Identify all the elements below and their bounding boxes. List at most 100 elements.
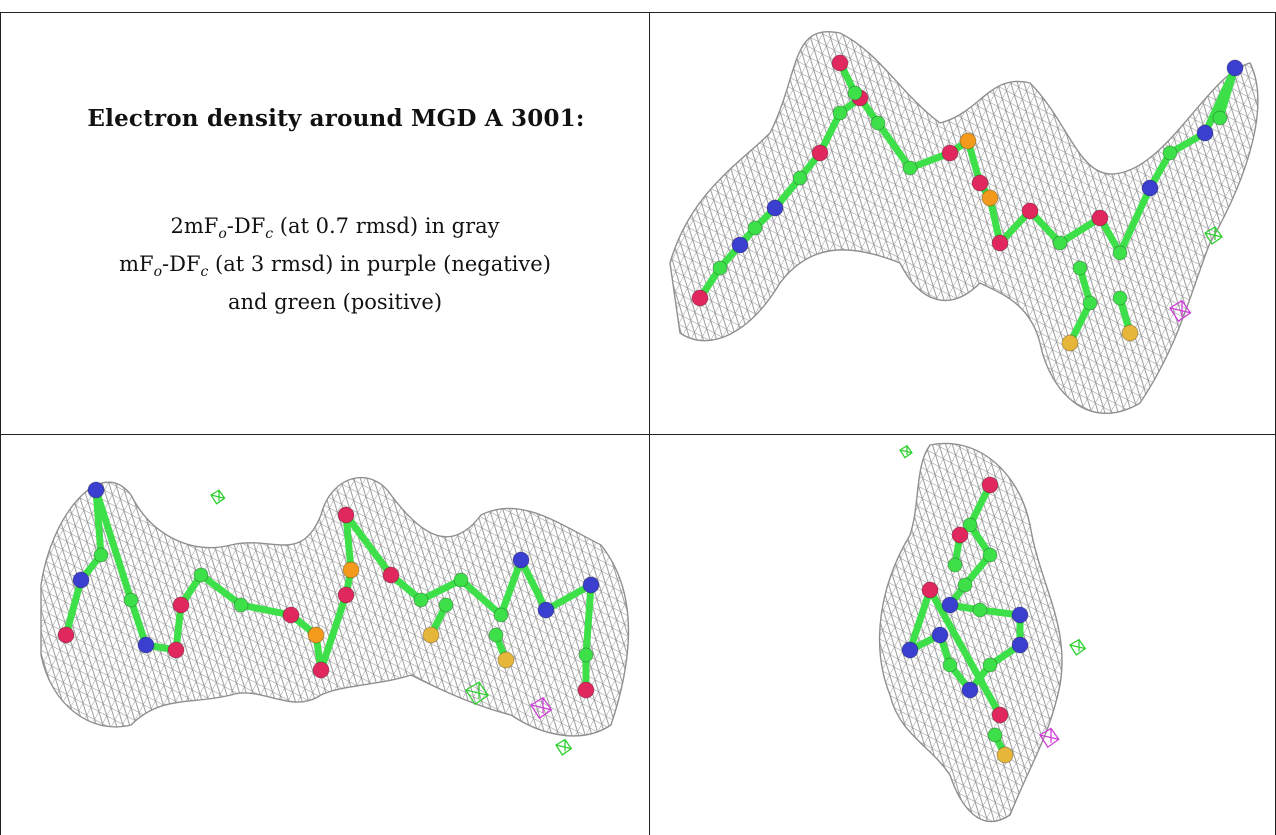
carbon-atom: [1072, 260, 1088, 276]
bond: [926, 586, 1004, 719]
carbon-atom: [847, 85, 863, 101]
bond: [582, 581, 595, 659]
bond: [92, 486, 135, 604]
sulfur-atom: [497, 651, 515, 669]
carbon-atom: [982, 547, 998, 563]
nitrogen-atom: [1141, 179, 1159, 197]
bond: [342, 511, 355, 574]
nitrogen-atom: [1011, 606, 1029, 624]
legend-line-fo-fc: mFo-DFc (at 3 rmsd) in purple (negative): [119, 252, 551, 281]
carbon-atom: [93, 547, 109, 563]
oxygen-atom: [167, 641, 185, 659]
carbon-atom: [712, 260, 728, 276]
nitrogen-atom: [512, 551, 530, 569]
nitrogen-atom: [537, 601, 555, 619]
sulfur-atom: [1061, 334, 1079, 352]
carbon-atom: [832, 105, 848, 121]
carbon-atom: [987, 727, 1003, 743]
oxygen-atom: [811, 144, 829, 162]
carbon-atom: [1112, 245, 1128, 261]
oxygen-atom: [991, 706, 1009, 724]
oxygen-atom: [941, 144, 959, 162]
density-view-top-right: [650, 13, 1275, 434]
bond: [874, 119, 914, 172]
bond: [417, 576, 465, 604]
carbon-atom: [488, 627, 504, 643]
oxygen-atom: [831, 54, 849, 72]
carbon-atom: [957, 577, 973, 593]
oxygen-atom: [172, 596, 190, 614]
oxygen-atom: [921, 581, 939, 599]
negative-density-mesh: [1039, 727, 1060, 749]
oxygen-atom: [691, 289, 709, 307]
sulfur-atom: [996, 746, 1014, 764]
bond: [317, 591, 350, 674]
nitrogen-atom: [931, 626, 949, 644]
figure-title: Electron density around MGD A 3001:: [87, 105, 585, 132]
carbon-atom: [972, 602, 988, 618]
sulfur-atom: [422, 626, 440, 644]
positive-density-mesh: [899, 444, 913, 459]
phosphorus-atom: [342, 561, 360, 579]
table-border-left: [0, 12, 1, 835]
nitrogen-atom: [137, 636, 155, 654]
oxygen-atom: [971, 174, 989, 192]
nitrogen-atom: [731, 236, 749, 254]
carbon-atom: [438, 597, 454, 613]
table-divider-horizontal: [0, 434, 1276, 435]
oxygen-atom: [337, 586, 355, 604]
carbon-atom: [578, 647, 594, 663]
oxygen-atom: [951, 526, 969, 544]
carbon-atom: [233, 597, 249, 613]
phosphorus-atom: [981, 189, 999, 207]
density-view-bottom-right: [650, 435, 1275, 835]
carbon-atom: [413, 592, 429, 608]
nitrogen-atom: [72, 571, 90, 589]
oxygen-atom: [282, 606, 300, 624]
carbon-atom: [902, 160, 918, 176]
oxygen-atom: [1091, 209, 1109, 227]
bond: [1116, 184, 1154, 257]
nitrogen-atom: [961, 681, 979, 699]
oxygen-atom: [1021, 202, 1039, 220]
bond: [906, 586, 934, 654]
carbon-atom: [792, 170, 808, 186]
density-view-bottom-left: [1, 435, 649, 835]
carbon-atom: [453, 572, 469, 588]
positive-density-mesh: [1069, 638, 1087, 656]
bond: [497, 556, 525, 619]
oxygen-atom: [57, 626, 75, 644]
carbon-atom: [1212, 110, 1228, 126]
oxygen-atom: [981, 476, 999, 494]
positive-density-mesh: [555, 738, 573, 756]
positive-density-mesh: [1204, 226, 1223, 245]
table-border-top: [0, 12, 1276, 13]
bond: [342, 511, 395, 579]
density-mesh: [669, 31, 1259, 415]
bond: [1216, 64, 1239, 122]
carbon-atom: [1082, 295, 1098, 311]
sulfur-atom: [1121, 324, 1139, 342]
carbon-atom: [1052, 235, 1068, 251]
phosphorus-atom: [307, 626, 325, 644]
carbon-atom: [493, 607, 509, 623]
legend-line-2fo-fc: 2mFo-DFc (at 0.7 rmsd) in gray: [170, 214, 500, 243]
carbon-atom: [870, 115, 886, 131]
nitrogen-atom: [1196, 124, 1214, 142]
bond: [457, 576, 505, 619]
bond: [237, 601, 295, 619]
carbon-atom: [962, 517, 978, 533]
density-image-3: [878, 442, 1087, 822]
negative-density-mesh: [1169, 299, 1192, 323]
oxygen-atom: [991, 234, 1009, 252]
carbon-atom: [747, 220, 763, 236]
density-mesh: [40, 476, 630, 737]
positive-density-mesh: [210, 489, 226, 505]
carbon-atom: [123, 592, 139, 608]
nitrogen-atom: [901, 641, 919, 659]
negative-density-mesh: [530, 696, 553, 720]
density-mesh: [878, 442, 1063, 822]
bond: [62, 576, 85, 639]
nitrogen-atom: [1226, 59, 1244, 77]
